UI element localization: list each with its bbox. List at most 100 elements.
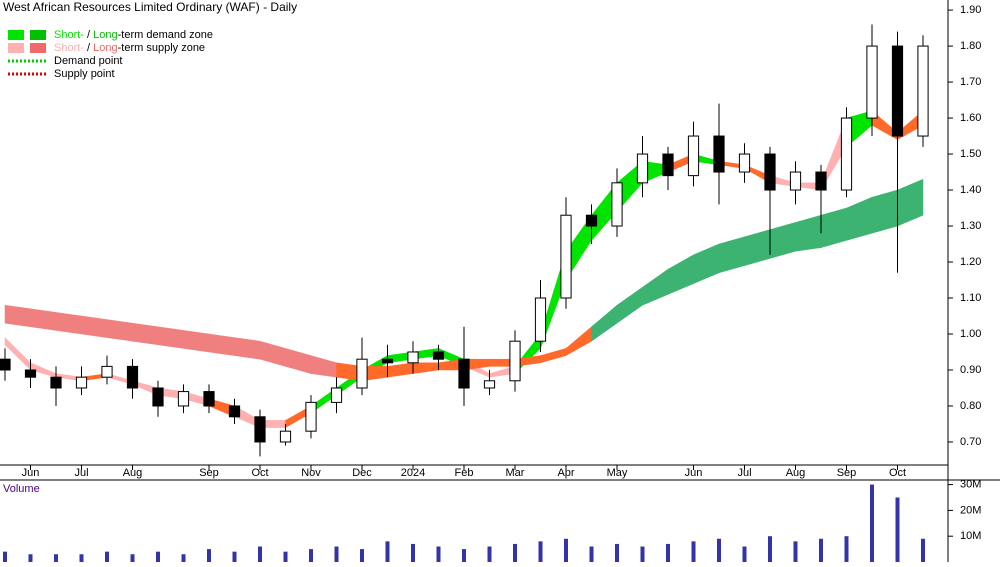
candle-body <box>687 135 700 177</box>
candle-body <box>713 135 725 173</box>
candle-body <box>203 391 215 407</box>
candle-body <box>101 365 113 378</box>
candle-body <box>126 365 139 389</box>
y-tick-label: 1.30 <box>960 220 981 232</box>
volume-bar <box>283 551 288 562</box>
volume-bar <box>258 546 262 562</box>
candle-body <box>866 45 878 119</box>
y-tick-label: 1.50 <box>960 148 981 160</box>
volume-bar <box>360 549 364 562</box>
volume-bar <box>3 551 7 562</box>
candle-body <box>840 117 853 191</box>
legend-label: Demand point <box>54 55 123 67</box>
y-tick-label: 1.60 <box>960 112 981 124</box>
legend-text: Long <box>93 42 117 54</box>
zone-segment <box>157 326 184 349</box>
candle-body <box>254 416 266 443</box>
candle-body <box>738 153 751 173</box>
candle-body <box>534 297 547 342</box>
candle-body <box>662 153 674 177</box>
candle-body <box>330 387 343 403</box>
volume-bar <box>615 543 619 562</box>
volume-bar <box>895 497 900 562</box>
legend-swatch <box>8 43 24 53</box>
x-tick-label: Aug <box>786 467 806 479</box>
volume-bar <box>105 551 109 562</box>
legend-swatch <box>8 30 24 40</box>
volume-title: Volume <box>3 483 40 495</box>
volume-bar <box>207 549 211 562</box>
candle-body <box>815 171 827 191</box>
candle-body <box>891 45 904 137</box>
volume-bar <box>411 543 415 562</box>
candle-body <box>228 405 241 418</box>
volume-tick-label: 30M <box>960 478 981 490</box>
volume-bar <box>768 536 772 562</box>
volume-bar <box>232 551 237 562</box>
candle-body <box>24 369 37 378</box>
candle-body <box>789 171 802 191</box>
zone-segment <box>183 330 210 353</box>
y-tick-label: 0.90 <box>960 364 981 376</box>
legend-label: Short- / Long-term demand zone <box>54 29 213 41</box>
zone-segment <box>132 322 159 346</box>
candle-body <box>636 153 649 184</box>
candle-body <box>917 45 929 137</box>
candle-body <box>0 358 11 371</box>
zone-segment <box>871 189 898 234</box>
zone-segment <box>4 304 31 328</box>
zone-segment <box>81 315 108 338</box>
candle-body <box>483 380 496 389</box>
volume-bar <box>921 538 925 562</box>
volume-bar <box>54 554 58 562</box>
volume-bar <box>309 549 313 562</box>
x-tick-label: 2024 <box>401 467 425 479</box>
legend-text: / <box>84 29 93 41</box>
volume-bar <box>385 541 390 562</box>
candle-body <box>381 358 394 364</box>
candle-body <box>560 214 572 299</box>
volume-bar <box>666 543 670 562</box>
legend-label: Short- / Long-term supply zone <box>54 42 205 54</box>
y-tick-label: 1.90 <box>960 4 981 16</box>
x-tick-label: Nov <box>301 467 321 479</box>
volume-bar <box>640 546 645 562</box>
volume-bar <box>870 484 874 562</box>
volume-bar <box>156 551 160 562</box>
y-tick-label: 1.70 <box>960 76 981 88</box>
x-tick-label: Dec <box>352 467 372 479</box>
zone-segment <box>55 312 82 335</box>
chart-title: West African Resources Limited Ordinary … <box>3 0 297 14</box>
x-tick-label: Apr <box>557 467 574 479</box>
legend-swatch <box>30 43 46 53</box>
legend-label: Supply point <box>54 68 115 80</box>
volume-bar <box>130 554 135 562</box>
x-tick-label: Mar <box>506 467 525 479</box>
legend-text: Long <box>93 29 117 41</box>
candle-body <box>509 340 521 382</box>
x-tick-label: Feb <box>455 467 474 479</box>
volume-bar <box>691 541 696 562</box>
volume-bar <box>564 538 568 562</box>
y-tick-label: 0.70 <box>960 436 981 448</box>
candle-body <box>764 153 776 191</box>
candle-body <box>407 351 419 364</box>
volume-tick-label: 10M <box>960 530 981 542</box>
y-tick-label: 1.80 <box>960 40 981 52</box>
volume-bar <box>334 546 339 562</box>
volume-bar <box>487 546 492 562</box>
x-tick-label: May <box>607 467 628 479</box>
x-tick-label: Oct <box>251 467 268 479</box>
legend-text: Short- <box>54 29 84 41</box>
candle-body <box>356 358 368 389</box>
candle-body <box>432 351 445 360</box>
volume-bar <box>844 536 849 562</box>
volume-tick-label: 20M <box>960 504 981 516</box>
candle-body <box>305 401 317 432</box>
x-tick-label: Oct <box>889 467 906 479</box>
y-tick-label: 1.40 <box>960 184 981 196</box>
x-tick-label: Jun <box>685 467 703 479</box>
